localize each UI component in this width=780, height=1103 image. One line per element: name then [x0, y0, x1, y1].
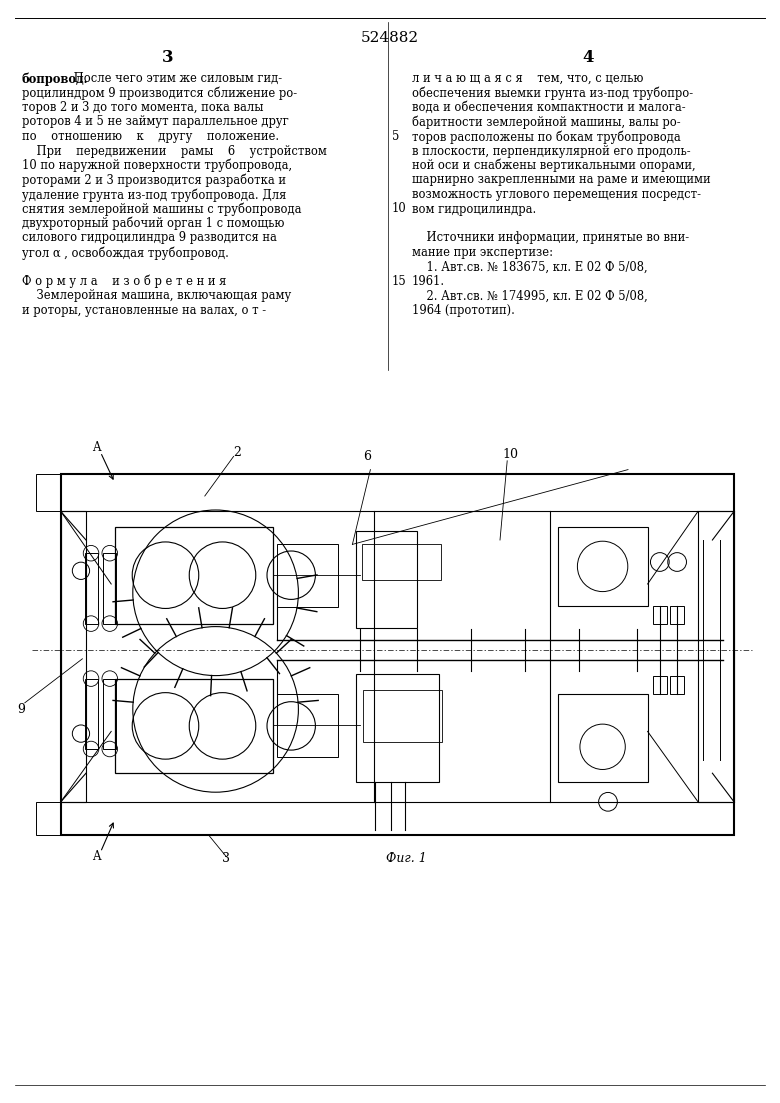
Text: A: A [93, 441, 101, 454]
Text: Землеройная машина, включающая раму: Землеройная машина, включающая раму [22, 289, 291, 302]
Text: 10: 10 [392, 203, 406, 215]
Bar [558, 694, 647, 782]
Text: вода и обеспечения компактности и малога-: вода и обеспечения компактности и малога… [412, 101, 686, 114]
Text: 15: 15 [392, 275, 406, 288]
Bar [84, 678, 98, 749]
Bar [103, 554, 116, 623]
Text: в плоскости, перпендикулярной его продоль-: в плоскости, перпендикулярной его продол… [412, 144, 690, 158]
Text: роторов 4 и 5 не займут параллельное друг: роторов 4 и 5 не займут параллельное дру… [22, 116, 289, 129]
Text: л и ч а ю щ а я с я    тем, что, с целью: л и ч а ю щ а я с я тем, что, с целью [412, 72, 644, 85]
Text: 1964 (прототип).: 1964 (прототип). [412, 304, 515, 317]
Text: 2: 2 [233, 446, 241, 459]
Text: удаление грунта из-под трубопровода. Для: удаление грунта из-под трубопровода. Для [22, 188, 286, 202]
Text: 1961.: 1961. [412, 275, 445, 288]
Text: Ф о р м у л а    и з о б р е т е н и я: Ф о р м у л а и з о б р е т е н и я [22, 275, 226, 289]
Text: ной оси и снабжены вертикальными опорами,: ной оси и снабжены вертикальными опорами… [412, 159, 696, 172]
Bar [698, 512, 734, 802]
Bar [61, 512, 86, 802]
Bar [37, 802, 61, 835]
Text: Фиг. 1: Фиг. 1 [386, 853, 427, 866]
Text: угол α , освобождая трубопровод.: угол α , освобождая трубопровод. [22, 246, 229, 259]
Text: 2. Авт.св. № 174995, кл. Е 02 Ф 5/08,: 2. Авт.св. № 174995, кл. Е 02 Ф 5/08, [412, 289, 647, 302]
Text: При    передвижении    рамы    6    устройством: При передвижении рамы 6 устройством [22, 144, 327, 158]
Bar [670, 606, 684, 623]
Text: После чего этим же силовым гид-: После чего этим же силовым гид- [70, 72, 282, 85]
Text: A: A [93, 850, 101, 864]
Text: роторами 2 и 3 производится разработка и: роторами 2 и 3 производится разработка и [22, 173, 286, 188]
Text: 5: 5 [392, 130, 399, 143]
Text: торов 2 и 3 до того момента, пока валы: торов 2 и 3 до того момента, пока валы [22, 101, 264, 114]
Text: 3: 3 [222, 853, 230, 866]
Text: 1. Авт.св. № 183675, кл. Е 02 Ф 5/08,: 1. Авт.св. № 183675, кл. Е 02 Ф 5/08, [412, 260, 647, 274]
Text: 9: 9 [17, 703, 25, 716]
Text: двухроторный рабочий орган 1 с помощью: двухроторный рабочий орган 1 с помощью [22, 217, 285, 231]
Bar [356, 674, 439, 782]
Text: по    отношению    к    другу    положение.: по отношению к другу положение. [22, 130, 279, 143]
Text: 524882: 524882 [361, 31, 419, 45]
Text: мание при экспертизе:: мание при экспертизе: [412, 246, 553, 259]
Text: снятия землеройной машины с трубопровода: снятия землеройной машины с трубопровода [22, 203, 302, 216]
Text: силового гидроцилиндра 9 разводится на: силового гидроцилиндра 9 разводится на [22, 232, 277, 245]
Text: Источники информации, принятые во вни-: Источники информации, принятые во вни- [412, 232, 689, 245]
Text: вом гидроцилиндра.: вом гидроцилиндра. [412, 203, 537, 215]
Bar [670, 676, 684, 694]
Bar [115, 678, 273, 773]
Text: и роторы, установленные на валах, о т -: и роторы, установленные на валах, о т - [22, 304, 266, 317]
Bar [61, 474, 734, 835]
Text: 3: 3 [162, 50, 174, 66]
Bar [362, 545, 441, 579]
Text: 6: 6 [363, 450, 370, 463]
Bar [84, 554, 98, 623]
Bar [653, 606, 667, 623]
Bar [363, 689, 442, 742]
Text: шарнирно закрепленными на раме и имеющими: шарнирно закрепленными на раме и имеющим… [412, 173, 711, 186]
Text: роцилиндром 9 производится сближение ро-: роцилиндром 9 производится сближение ро- [22, 86, 297, 100]
Text: бопровод.: бопровод. [22, 72, 88, 86]
Bar [356, 532, 417, 628]
Bar [277, 544, 338, 607]
Text: торов расположены по бокам трубопровода: торов расположены по бокам трубопровода [412, 130, 681, 143]
Bar [558, 527, 647, 606]
Text: баритности землеройной машины, валы ро-: баритности землеройной машины, валы ро- [412, 116, 681, 129]
Bar [653, 676, 667, 694]
Bar [115, 527, 273, 623]
Text: 10 по наружной поверхности трубопровода,: 10 по наружной поверхности трубопровода, [22, 159, 292, 172]
Bar [277, 695, 338, 758]
Text: 4: 4 [582, 50, 594, 66]
Bar [37, 474, 61, 512]
Bar [103, 678, 116, 749]
Text: 10: 10 [503, 448, 519, 461]
Text: обеспечения выемки грунта из-под трубопро-: обеспечения выемки грунта из-под трубопр… [412, 86, 693, 100]
Text: возможность углового перемещения посредст-: возможность углового перемещения посредс… [412, 188, 701, 201]
